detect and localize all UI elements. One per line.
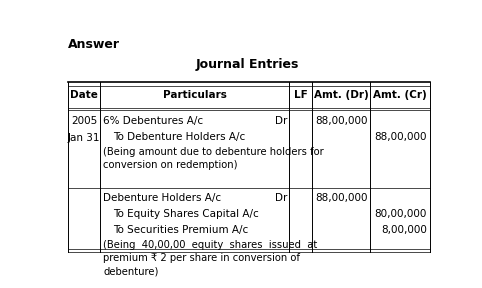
Text: To Securities Premium A/c: To Securities Premium A/c — [113, 225, 248, 235]
Text: To Equity Shares Capital A/c: To Equity Shares Capital A/c — [113, 209, 258, 219]
Text: 2005: 2005 — [71, 116, 97, 126]
Text: Particulars: Particulars — [162, 90, 227, 100]
Text: LF: LF — [294, 90, 308, 100]
Text: Amt. (Dr): Amt. (Dr) — [314, 90, 369, 100]
Text: Date: Date — [70, 90, 98, 100]
Text: 88,00,000: 88,00,000 — [315, 193, 367, 203]
Text: (Being amount due to debenture holders for
conversion on redemption): (Being amount due to debenture holders f… — [103, 147, 324, 170]
Text: Dr: Dr — [275, 193, 287, 203]
Text: 8,00,000: 8,00,000 — [381, 225, 427, 235]
Text: Jan 31: Jan 31 — [68, 132, 100, 143]
Text: 88,00,000: 88,00,000 — [375, 132, 427, 142]
Text: 88,00,000: 88,00,000 — [315, 116, 367, 126]
Text: Answer: Answer — [67, 38, 120, 51]
Text: 80,00,000: 80,00,000 — [375, 209, 427, 219]
Text: Debenture Holders A/c: Debenture Holders A/c — [103, 193, 221, 203]
Text: (Being  40,00,00  equity  shares  issued  at
premium ₹ 2 per share in conversion: (Being 40,00,00 equity shares issued at … — [103, 240, 318, 276]
Text: 6% Debentures A/c: 6% Debentures A/c — [103, 116, 203, 126]
Text: Dr: Dr — [275, 116, 287, 126]
Text: Amt. (Cr): Amt. (Cr) — [373, 90, 427, 100]
Text: To Debenture Holders A/c: To Debenture Holders A/c — [113, 132, 245, 142]
Text: Journal Entries: Journal Entries — [195, 58, 299, 71]
